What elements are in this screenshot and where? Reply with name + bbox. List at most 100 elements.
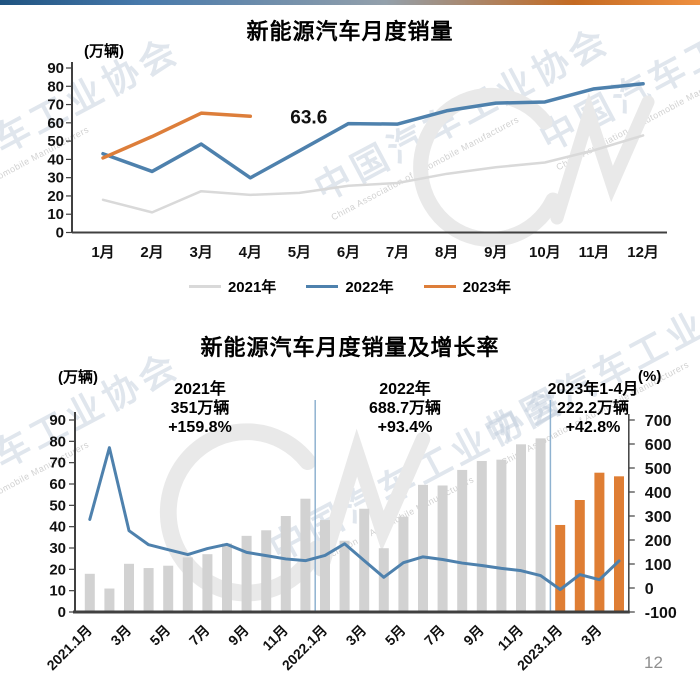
chart2-left-tick-label: 80	[49, 433, 66, 450]
legend-item-2023: 2023年	[423, 276, 512, 297]
chart2-left-tick-label: 90	[49, 412, 66, 429]
legend-item-2022: 2022年	[306, 276, 394, 297]
chart2-right-tick-label: 300	[645, 509, 672, 526]
chart2-sales-bar	[163, 565, 174, 612]
chart1-series-2021年	[101, 134, 645, 214]
chart2-sales-bar	[280, 516, 291, 612]
chart2-x-tick-label: 11月	[494, 622, 526, 654]
chart2-sales-bar	[535, 438, 546, 612]
chart1-x-tick-label: 3月	[190, 244, 213, 261]
chart2-x-tick-label: 2021.1月	[43, 622, 94, 673]
chart2-x-tick-label: 9月	[225, 622, 252, 649]
chart2-sales-bar	[104, 588, 115, 612]
chart2-sales-bar	[574, 500, 585, 612]
chart2-x-tick-label: 9月	[460, 622, 487, 649]
chart1-x-tick-label: 1月	[91, 244, 114, 261]
annotation-volume: 222.2万辆	[556, 400, 630, 417]
chart2-right-tick-label: 600	[645, 437, 672, 454]
chart2-right-tick-label: 0	[645, 581, 654, 598]
legend-label-2023: 2023年	[462, 279, 512, 296]
chart2-x-tick-label: 11月	[259, 622, 291, 654]
annotation-2021-total: 2021年 351万辆 +159.8%	[120, 380, 280, 437]
chart2-sales-bar	[378, 548, 389, 612]
chart1-point-label-63-6: 63.6	[290, 107, 327, 128]
chart1-series-2022年	[101, 81, 645, 180]
chart2-x-tick-label: 3月	[343, 622, 370, 649]
chart2-sales-bar	[555, 524, 566, 612]
chart2-x-tick-label: 3月	[578, 622, 605, 649]
legend-label-2022: 2022年	[345, 279, 394, 296]
chart1-x-tick-label: 9月	[484, 244, 507, 261]
chart2-sales-bar	[261, 530, 272, 612]
chart2-left-unit-label: (万辆)	[58, 369, 98, 386]
chart2-sales-bar	[339, 540, 350, 612]
chart2-sales-bar	[476, 460, 487, 612]
chart2-x-tick-label: 5月	[382, 622, 409, 649]
chart2-sales-bar	[222, 543, 232, 612]
chart1-y-tick-label: 0	[56, 225, 64, 242]
chart2-sales-bar	[437, 485, 448, 612]
chart1-x-tick-label: 12月	[627, 244, 659, 261]
chart1-y-tick-label: 20	[47, 188, 64, 205]
legend-label-2021: 2021年	[227, 279, 277, 296]
annotation-year: 2023年1-4月	[547, 381, 639, 398]
annotation-year: 2021年	[174, 381, 226, 398]
chart2-left-tick-label: 0	[58, 604, 66, 621]
annotation-2023-total: 2023年1-4月 222.2万辆 +42.8%	[503, 380, 683, 437]
chart1-series-2023年	[101, 111, 253, 160]
chart1-unit-label: (万辆)	[84, 43, 124, 60]
chart1-x-tick-label: 4月	[239, 244, 262, 261]
chart2-sales-bar	[320, 520, 330, 612]
chart1-title: 新能源汽车月度销量	[246, 19, 454, 44]
legend-swatch-2023	[423, 285, 456, 288]
chart2-right-tick-label: 200	[645, 533, 672, 550]
chart1-x-tick-label: 6月	[337, 244, 360, 261]
chart2-left-tick-label: 30	[49, 540, 66, 557]
chart2-left-tick-label: 40	[49, 519, 66, 536]
chart2-sales-bar	[84, 573, 95, 612]
chart2-sales-bar	[300, 498, 311, 612]
chart2-sales-bar	[496, 459, 507, 612]
chart2-sales-bar	[143, 568, 154, 612]
chart2-x-tick-label: 7月	[186, 622, 213, 649]
chart2-sales-bar	[614, 476, 624, 612]
chart1-x-tick-label: 10月	[529, 244, 561, 261]
annotation-growth: +159.8%	[168, 419, 232, 436]
chart2-sales-bar	[418, 484, 428, 612]
chart2-sales-bar	[594, 472, 605, 612]
annotation-growth: +42.8%	[565, 419, 621, 436]
chart1-x-tick-label: 8月	[435, 244, 458, 261]
chart2-sales-bar	[124, 563, 134, 612]
chart2-sales-bar	[182, 557, 193, 612]
chart1-x-tick-label: 11月	[579, 244, 610, 261]
top-accent-bar	[0, 0, 700, 5]
chart1-y-tick-label: 80	[47, 78, 64, 95]
annotation-volume: 688.7万辆	[368, 400, 442, 417]
chart2-left-tick-label: 70	[49, 455, 66, 472]
chart1-x-tick-label: 5月	[288, 244, 311, 261]
caam-logo-watermark	[413, 87, 655, 247]
chart2-sales-bar	[457, 469, 468, 612]
annotation-year: 2022年	[379, 381, 431, 398]
chart1-y-tick-label: 90	[47, 60, 64, 77]
chart2-left-tick-label: 50	[49, 497, 66, 514]
annotation-growth: +93.4%	[377, 419, 433, 436]
chart1-y-tick-label: 40	[47, 151, 64, 168]
chart1-x-tick-label: 2月	[140, 244, 163, 261]
chart1-y-tick-label: 70	[47, 97, 64, 114]
chart1-y-tick-label: 60	[47, 115, 64, 132]
chart2-x-tick-label: 7月	[421, 622, 448, 649]
chart2-x-tick-label: 5月	[147, 622, 174, 649]
chart2-title: 新能源汽车月度销量及增长率	[200, 335, 500, 360]
legend-swatch-2022	[306, 285, 339, 288]
legend-item-2021: 2021年	[188, 276, 277, 297]
chart2-right-tick-label: 400	[645, 485, 672, 502]
chart2-right-tick-label: 700	[645, 413, 672, 430]
chart1-y-tick-label: 30	[47, 170, 64, 187]
chart1-y-tick-label: 10	[47, 206, 64, 223]
chart2-left-tick-label: 10	[49, 583, 66, 600]
chart2-right-tick-label: -100	[645, 605, 677, 622]
chart2-left-tick-label: 20	[49, 561, 66, 578]
chart1-legend: 2021年 2022年 2023年	[0, 276, 700, 297]
